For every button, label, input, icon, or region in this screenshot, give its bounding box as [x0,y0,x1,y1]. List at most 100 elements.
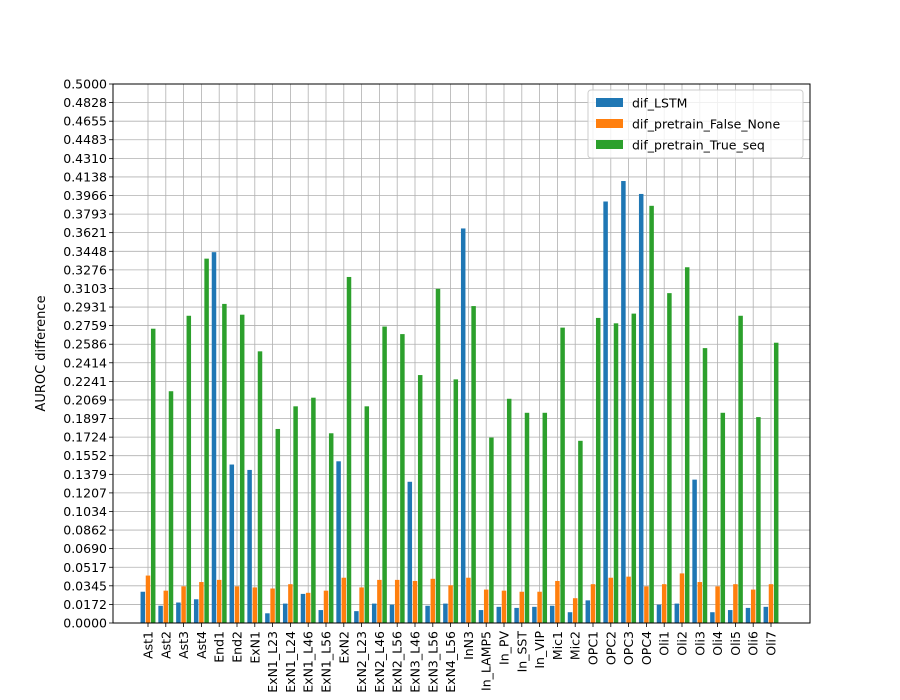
bar-dif_pretrain_False_None-ExN1_L56 [323,590,329,623]
y-tick-label: 0.0172 [63,597,107,612]
x-tick-label: ExN2_L46 [372,631,387,693]
bar-dif_pretrain_True_seq-Oli3 [702,348,708,623]
bar-dif_LSTM-ExN2_L46 [371,603,377,623]
legend-swatch [596,119,623,128]
x-tick-label: Ast4 [194,631,209,659]
bar-dif_pretrain_True_seq-In_LAMP5 [489,437,494,623]
bar-dif_pretrain_False_None-Oli5 [733,584,738,623]
bar-dif_LSTM-InN3 [460,228,466,623]
x-tick-label: End2 [230,631,245,663]
bar-dif_pretrain_False_None-In_LAMP5 [483,589,489,623]
x-tick-label: ExN3_L56 [425,631,440,693]
bar-dif_pretrain_False_None-Ast4 [199,582,204,623]
y-tick-label: 0.4655 [63,114,107,129]
bar-dif_pretrain_False_None-OPC4 [644,586,649,623]
legend-label: dif_pretrain_False_None [632,117,780,132]
bar-dif_LSTM-ExN2_L56 [389,604,395,623]
bar-dif_LSTM-ExN1_L56 [318,610,324,623]
y-tick-label: 0.0517 [63,560,107,575]
x-tick-label: Mic2 [568,631,583,660]
x-tick-label: ExN1_L24 [283,631,298,693]
y-tick-label: 0.2069 [63,392,107,407]
bar-dif_LSTM-Oli3 [692,479,697,623]
y-tick-label: 0.2931 [63,300,107,315]
bar-dif_LSTM-Ast2 [158,605,163,623]
bar-dif_pretrain_False_None-Ast2 [163,590,169,623]
bar-dif_pretrain_False_None-ExN2_L23 [359,587,364,623]
x-tick-label: ExN2_L56 [390,631,405,693]
bar-dif_LSTM-Ast4 [193,599,199,623]
bar-dif_LSTM-In_VIP [532,606,537,623]
bar-dif_pretrain_False_None-ExN1_L24 [288,584,293,623]
bar-dif_pretrain_False_None-Oli1 [661,584,667,623]
bar-dif_pretrain_True_seq-ExN2 [346,276,352,623]
bar-dif_LSTM-ExN1 [247,469,252,623]
bar-dif_pretrain_True_seq-Oli2 [684,267,690,623]
y-tick-label: 0.3793 [63,207,107,222]
bar-dif_LSTM-OPC1 [585,600,591,623]
y-tick-label: 0.0862 [63,523,107,538]
bar-dif_pretrain_False_None-In_PV [501,590,507,623]
x-tick-label: InN3 [461,631,476,660]
bar-dif_pretrain_True_seq-Mic1 [560,327,565,623]
bar-dif_pretrain_False_None-OPC1 [590,584,596,623]
x-tick-label: Ast2 [158,631,173,659]
bar-dif_pretrain_True_seq-OPC3 [631,313,637,623]
y-tick-label: 0.1552 [63,448,107,463]
bars [140,181,779,623]
bar-dif_pretrain_True_seq-Oli4 [720,412,726,623]
bar-dif_LSTM-End2 [229,464,235,623]
x-tick-label: ExN4_L56 [443,631,458,693]
bar-dif_pretrain_False_None-ExN1 [252,587,258,623]
x-tick-label: In_VIP [532,631,547,669]
bar-dif_pretrain_False_None-ExN2_L56 [394,579,400,623]
y-tick-label: 0.4483 [63,132,107,147]
bar-dif_pretrain_True_seq-ExN1_L24 [293,406,298,623]
bar-dif_pretrain_True_seq-Ast2 [168,391,174,623]
bar-dif_LSTM-Ast1 [140,591,146,623]
bar-dif_pretrain_False_None-ExN1_L23 [270,588,275,623]
y-tick-label: 0.3966 [63,188,107,203]
bar-dif_pretrain_True_seq-ExN2_L56 [400,334,405,623]
bar-dif_pretrain_False_None-ExN4_L56 [448,585,453,623]
bar-dif_pretrain_True_seq-ExN1_L23 [275,428,281,623]
bar-dif_pretrain_True_seq-OPC2 [613,323,619,623]
x-tick-label: End1 [212,631,227,663]
bar-dif_LSTM-ExN4_L56 [443,603,448,623]
bar-dif_LSTM-ExN3_L56 [425,605,430,623]
bar-dif_pretrain_False_None-Mic2 [572,598,578,623]
bar-dif_pretrain_True_seq-Oli1 [667,293,672,623]
bar-dif_LSTM-In_PV [496,606,502,623]
bar-dif_pretrain_False_None-Mic1 [555,580,560,623]
bar-dif_LSTM-In_SST [514,607,519,623]
x-tick-label: Oli7 [764,631,779,656]
y-tick-label: 0.0690 [63,541,107,556]
bar-dif_pretrain_True_seq-Oli7 [773,342,779,623]
legend-swatch [596,140,623,149]
bar-dif_pretrain_False_None-Oli4 [715,586,720,623]
x-tick-label: Ast1 [141,631,156,659]
bar-dif_LSTM-Ast3 [176,602,181,623]
x-axis: Ast1 Ast2 Ast3 Ast4 End1 End2 ExN1 ExN1_L23 ExN1… [141,623,779,693]
bar-dif_pretrain_True_seq-Oli6 [756,417,761,623]
x-tick-label: Oli5 [728,631,743,656]
y-tick-label: 0.2241 [63,374,107,389]
y-tick-label: 0.4310 [63,151,107,166]
x-tick-label: Ast3 [176,631,191,659]
y-tick-label: 0.2759 [63,318,107,333]
bar-dif_LSTM-Oli1 [656,604,662,623]
bar-dif_LSTM-Oli7 [763,606,769,623]
legend-label: dif_pretrain_True_seq [632,138,765,153]
bar-dif_LSTM-Mic2 [567,612,573,623]
x-tick-label: Oli4 [710,631,725,656]
bar-dif_pretrain_False_None-End2 [234,586,240,623]
x-tick-label: In_SST [514,631,529,673]
x-tick-label: Mic1 [550,631,565,660]
bar-dif_pretrain_False_None-Oli3 [697,582,703,623]
bar-dif_pretrain_False_None-OPC3 [626,576,631,623]
x-tick-label: ExN2 [336,631,351,664]
legend-swatch [596,98,623,107]
x-tick-label: OPC2 [603,631,618,665]
bar-dif_pretrain_True_seq-ExN2_L46 [382,326,387,623]
x-tick-label: OPC1 [586,631,601,665]
